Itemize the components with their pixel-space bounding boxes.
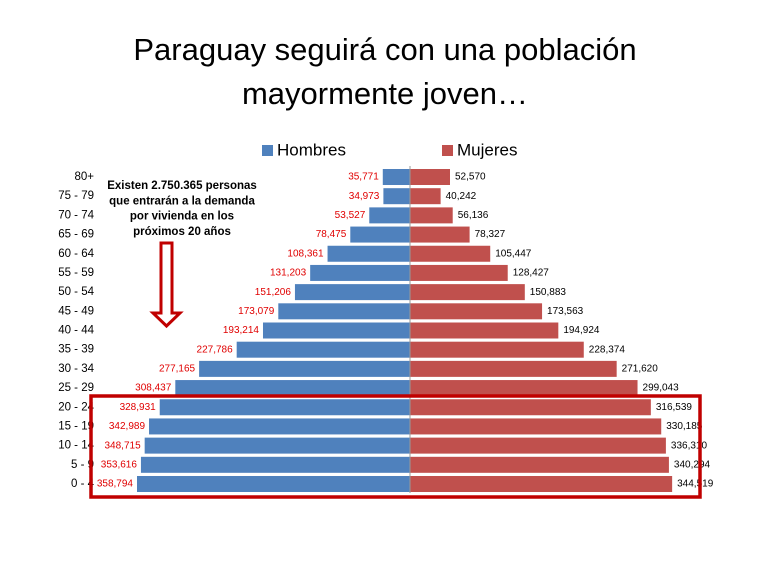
highlight-box: [89, 394, 702, 499]
bar: [350, 226, 410, 243]
value-label: 336,310: [671, 440, 708, 451]
category-label: 80+: [74, 171, 94, 183]
bar: [294, 284, 410, 301]
value-label: 227,786: [197, 344, 234, 355]
legend-label: Mujeres: [457, 140, 517, 159]
bar: [410, 380, 638, 397]
bar: [410, 341, 584, 358]
category-label: 35 - 39: [58, 344, 94, 356]
bar: [327, 245, 410, 262]
value-label: 308,437: [135, 383, 172, 394]
bar: [410, 188, 441, 205]
value-label: 131,203: [270, 268, 307, 279]
bar: [410, 169, 450, 185]
value-label: 340,294: [674, 459, 711, 470]
bar: [236, 341, 410, 358]
value-label: 108,361: [287, 248, 324, 259]
value-label: 105,447: [495, 248, 532, 259]
value-label: 173,079: [238, 306, 275, 317]
value-label: 151,206: [255, 287, 292, 298]
category-label: 70 - 74: [58, 209, 94, 221]
annotation: próximos 20 años: [133, 226, 231, 238]
value-label: 56,136: [458, 210, 489, 221]
bar: [410, 226, 470, 243]
bar: [159, 399, 410, 416]
value-label: 40,242: [446, 191, 477, 202]
category-label: 30 - 34: [58, 363, 94, 375]
bar: [410, 476, 673, 492]
bar: [410, 284, 525, 301]
category-label: 10 - 14: [58, 440, 94, 452]
value-label: 78,327: [475, 229, 506, 240]
category-label: 40 - 44: [58, 325, 94, 337]
legend-swatch: [442, 145, 453, 156]
legend-swatch: [262, 145, 273, 156]
category-label: 15 - 19: [58, 420, 94, 432]
bar: [140, 456, 410, 473]
value-label: 194,924: [563, 325, 600, 336]
category-label: 65 - 69: [58, 229, 94, 241]
value-label: 348,715: [105, 440, 142, 451]
value-label: 344,519: [677, 479, 714, 490]
value-label: 35,771: [348, 172, 379, 183]
bar: [383, 188, 410, 205]
value-label: 328,931: [120, 402, 157, 413]
bar: [369, 207, 410, 224]
bar: [410, 437, 666, 454]
category-label: 20 - 24: [58, 401, 94, 413]
value-label: 228,374: [589, 344, 626, 355]
bar: [410, 456, 669, 473]
bar: [410, 360, 617, 377]
bar: [144, 437, 410, 454]
value-label: 316,539: [656, 402, 693, 413]
value-label: 34,973: [349, 191, 380, 202]
value-label: 128,427: [513, 268, 550, 279]
bar: [410, 264, 508, 281]
bar: [410, 303, 543, 320]
category-label: 5 - 9: [71, 459, 94, 471]
category-label: 0 - 4: [71, 478, 95, 490]
title-line: Paraguay seguirá con una población mayorm…: [133, 32, 636, 111]
bar: [410, 418, 662, 435]
arrow: [149, 241, 184, 329]
value-label: 353,616: [101, 459, 138, 470]
bar: [149, 418, 410, 435]
value-label: 173,563: [547, 306, 584, 317]
category-label: 60 - 64: [58, 248, 94, 260]
bar: [310, 264, 410, 281]
category-label: 50 - 54: [58, 286, 94, 298]
annotation: Existen 2.750.365 personas: [107, 180, 257, 192]
value-label: 53,527: [335, 210, 366, 221]
annotation: por vivienda en los: [130, 211, 234, 223]
bar: [382, 169, 410, 185]
value-label: 78,475: [316, 229, 347, 240]
legend-label: Hombres: [277, 140, 346, 159]
value-label: 299,043: [643, 383, 680, 394]
bar: [410, 322, 559, 339]
category-label: 45 - 49: [58, 305, 94, 317]
category-label: 25 - 29: [58, 382, 94, 394]
value-label: 193,214: [223, 325, 260, 336]
value-label: 52,570: [455, 172, 486, 183]
value-label: 271,620: [622, 364, 659, 375]
bar: [410, 399, 651, 416]
annotation: que entrarán a la demanda: [109, 195, 255, 207]
value-label: 150,883: [530, 287, 567, 298]
value-label: 358,794: [97, 479, 134, 490]
value-label: 277,165: [159, 364, 196, 375]
bar: [278, 303, 410, 320]
category-label: 55 - 59: [58, 267, 94, 279]
category-label: 75 - 79: [58, 190, 94, 202]
value-label: 342,989: [109, 421, 146, 432]
value-label: 330,185: [666, 421, 703, 432]
bar: [262, 322, 410, 339]
bar: [137, 476, 410, 492]
bar: [410, 245, 491, 262]
bar: [175, 380, 410, 397]
bar: [199, 360, 410, 377]
bar: [410, 207, 453, 224]
